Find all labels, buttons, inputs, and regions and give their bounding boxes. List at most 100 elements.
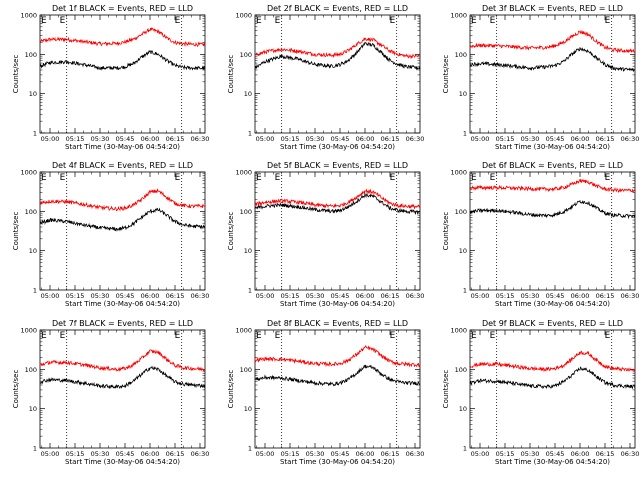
- x-tick-label: 05:00: [256, 292, 275, 300]
- y-tick-label: 1: [463, 287, 467, 295]
- lld-series-line: [469, 350, 636, 373]
- panel-title: Det 1f BLACK = Events, RED = LLD: [52, 4, 193, 13]
- x-tick-label: 06:15: [166, 450, 185, 458]
- panel-title: Det 5f BLACK = Events, RED = LLD: [267, 161, 408, 170]
- y-tick-label: 1: [248, 287, 252, 295]
- x-tick-label: 06:30: [191, 135, 210, 143]
- x-tick-label: 05:45: [331, 135, 350, 143]
- x-tick-label: 05:45: [116, 135, 135, 143]
- event-marker-label: E: [275, 173, 281, 183]
- panel-det-2: Det 2f BLACK = Events, RED = LLD 1 10 100 10…: [227, 4, 424, 151]
- x-tick-label: 06:15: [381, 450, 400, 458]
- event-marker-label: E: [41, 173, 47, 183]
- x-tick-label: 06:15: [596, 292, 615, 300]
- x-tick-label: 05:00: [471, 292, 490, 300]
- y-tick-label: 1000: [235, 12, 252, 20]
- y-tick-label: 10: [459, 90, 467, 98]
- x-tick-label: 06:30: [406, 135, 425, 143]
- y-tick-label: 1000: [20, 327, 37, 335]
- x-axis-label: Start Time (30-May-06 04:54:20): [280, 300, 395, 308]
- y-axis-label: Counts/sec: [227, 55, 235, 94]
- event-marker-label: E: [256, 331, 262, 341]
- plot-frame: [39, 171, 206, 291]
- y-axis-label: Counts/sec: [12, 370, 20, 409]
- events-series-line: [469, 200, 636, 220]
- y-tick-label: 1: [248, 130, 252, 138]
- events-series-line: [39, 50, 206, 71]
- x-tick-label: 06:15: [596, 135, 615, 143]
- lld-series-line: [254, 37, 421, 60]
- x-tick-label: 05:30: [306, 135, 325, 143]
- plot-frame: [39, 14, 206, 134]
- y-tick-label: 1: [463, 445, 467, 453]
- panel-det-9: Det 9f BLACK = Events, RED = LLD 1 10 100 10…: [442, 319, 639, 466]
- y-tick-label: 100: [240, 208, 252, 216]
- event-marker-label: E: [256, 16, 262, 26]
- x-tick-label: 05:00: [471, 450, 490, 458]
- y-tick-label: 1000: [235, 327, 252, 335]
- x-tick-label: 05:30: [521, 450, 540, 458]
- y-tick-label: 1000: [235, 169, 252, 177]
- plot-frame: [254, 329, 421, 449]
- x-tick-label: 05:00: [471, 135, 490, 143]
- plot-frame: [254, 171, 421, 291]
- y-tick-label: 10: [29, 90, 37, 98]
- y-tick-label: 1000: [450, 169, 467, 177]
- x-axis-label: Start Time (30-May-06 04:54:20): [65, 143, 180, 151]
- x-tick-label: 06:00: [141, 450, 160, 458]
- event-marker-label: E: [41, 331, 47, 341]
- x-axis-label: Start Time (30-May-06 04:54:20): [495, 458, 610, 466]
- y-tick-label: 1000: [20, 169, 37, 177]
- x-tick-label: 05:15: [281, 450, 300, 458]
- events-series-line: [39, 207, 206, 232]
- y-tick-label: 10: [459, 405, 467, 413]
- x-tick-label: 06:00: [141, 292, 160, 300]
- panel-title: Det 7f BLACK = Events, RED = LLD: [52, 319, 193, 328]
- event-marker-label: E: [471, 16, 477, 26]
- x-tick-label: 06:15: [596, 450, 615, 458]
- events-series-line: [254, 364, 421, 387]
- y-axis-label: Counts/sec: [227, 370, 235, 409]
- events-series-line: [39, 365, 206, 390]
- y-axis-label: Counts/sec: [227, 212, 235, 251]
- event-marker-label: E: [60, 173, 66, 183]
- events-series-line: [469, 366, 636, 390]
- x-tick-label: 05:15: [281, 135, 300, 143]
- y-tick-label: 1: [463, 130, 467, 138]
- panel-det-5: Det 5f BLACK = Events, RED = LLD 1 10 100 10…: [227, 161, 424, 308]
- lld-series-line: [39, 349, 206, 372]
- x-tick-label: 05:30: [521, 292, 540, 300]
- x-tick-label: 05:30: [306, 450, 325, 458]
- lld-series-line: [39, 27, 206, 48]
- y-tick-label: 10: [29, 247, 37, 255]
- x-tick-label: 05:15: [496, 135, 515, 143]
- event-marker-label: E: [41, 16, 47, 26]
- y-tick-label: 1000: [20, 12, 37, 20]
- lld-series-line: [469, 178, 636, 194]
- x-tick-label: 05:00: [256, 135, 275, 143]
- lld-series-line: [469, 30, 636, 54]
- x-tick-label: 05:45: [546, 450, 565, 458]
- events-series-line: [469, 47, 636, 73]
- y-axis-label: Counts/sec: [12, 212, 20, 251]
- event-marker-label: E: [490, 16, 496, 26]
- y-tick-label: 10: [244, 247, 252, 255]
- panel-title: Det 8f BLACK = Events, RED = LLD: [267, 319, 408, 328]
- x-tick-label: 06:00: [141, 135, 160, 143]
- event-marker-label: E: [275, 331, 281, 341]
- x-tick-label: 05:45: [331, 450, 350, 458]
- x-axis-label: Start Time (30-May-06 04:54:20): [65, 458, 180, 466]
- x-tick-label: 05:45: [331, 292, 350, 300]
- plot-frame: [469, 14, 636, 134]
- panel-title: Det 3f BLACK = Events, RED = LLD: [482, 4, 623, 13]
- plot-frame: [254, 14, 421, 134]
- panel-det-1: Det 1f BLACK = Events, RED = LLD 1 10 100 10…: [12, 4, 209, 151]
- y-tick-label: 100: [455, 366, 467, 374]
- plot-frame: [39, 329, 206, 449]
- panel-det-4: Det 4f BLACK = Events, RED = LLD 1 10 100 10…: [12, 161, 209, 308]
- x-axis-label: Start Time (30-May-06 04:54:20): [280, 143, 395, 151]
- y-tick-label: 10: [244, 405, 252, 413]
- y-tick-label: 1: [33, 287, 37, 295]
- x-tick-label: 05:15: [66, 292, 85, 300]
